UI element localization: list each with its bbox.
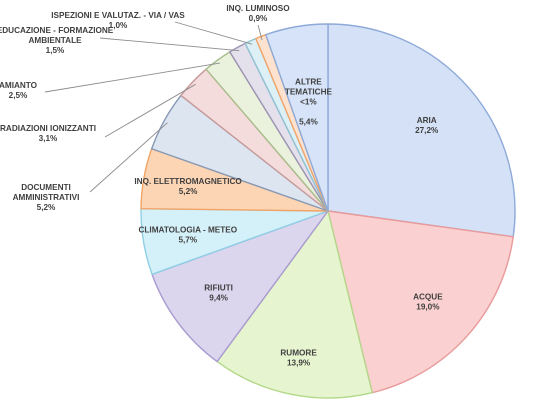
leader-lines (44, 21, 263, 193)
leader-line (257, 24, 263, 41)
slice-label: ACQUE 19,0% (413, 292, 443, 311)
slice-label: RUMORE 13,9% (280, 349, 317, 368)
pie-slices (140, 23, 516, 399)
leader-line (99, 37, 240, 52)
pie-slice-rifiuti (151, 210, 329, 363)
slice-label: INQ. LUMINOSO 0,9% (226, 4, 290, 23)
slice-label: ARIA 27,2% (415, 116, 439, 135)
pie-slice-rumore (216, 210, 373, 399)
slice-label: AMIANTO 2,5% (0, 81, 38, 100)
slice-label: ISPEZIONI E VALUTAZ. - VIA / VAS 1,0% (51, 11, 185, 30)
slice-label: RADIAZIONI IONIZZANTI 3,1% (0, 124, 96, 143)
slice-label: CLIMATOLOGIA - METEO 5,7% (139, 226, 238, 245)
slice-label: DOCUMENTI AMMINISTRATIVI 5,2% (13, 183, 80, 212)
leader-line (44, 62, 220, 93)
pie-slice-acque (327, 210, 514, 394)
leader-line (174, 21, 253, 45)
pie-slice-altre-tematiche-1 (265, 23, 329, 212)
pie-slice-aria (327, 23, 516, 238)
slice-labels: ARIA 27,2% ACQUE 19,0% RUMORE 13,9% RIFIUTI 9,4… (0, 4, 443, 368)
slice-label: EDUCAZIONE - FORMAZIONE AMBIENTALE 1,5% (0, 26, 114, 55)
slice-label: RIFIUTI 9,4% (204, 284, 233, 303)
leader-line (89, 122, 168, 193)
slice-label: INQ. ELETTROMAGNETICO 5,2% (134, 177, 242, 196)
leader-line (104, 83, 196, 138)
slice-label: ALTRE TEMATICHE <1% 5,4% (285, 78, 333, 127)
